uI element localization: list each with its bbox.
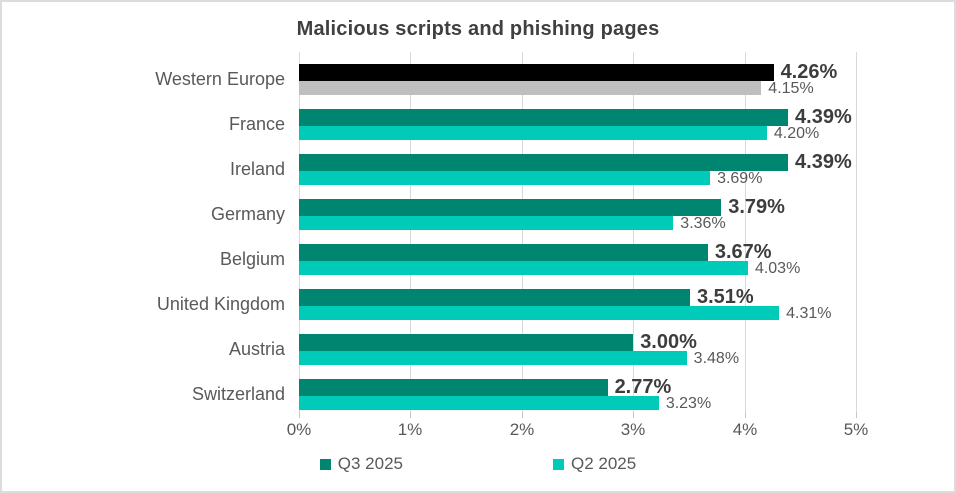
bar-line: 4.26% xyxy=(299,60,856,83)
value-label: 4.31% xyxy=(786,305,832,322)
gridline xyxy=(299,52,300,412)
category-label: Western Europe xyxy=(155,69,285,89)
bar-line: 2.77% xyxy=(299,375,856,398)
bar-q2-2025 xyxy=(299,126,767,140)
axis-tick xyxy=(745,412,746,418)
category-labels: Western Europe France Ireland Germany Belgiu… xyxy=(2,52,285,412)
bar-q3-2025 xyxy=(299,109,789,126)
bar-group: 3.00% 3.48% xyxy=(299,322,856,367)
plot-area: 4.26% 4.15% 4.39% 4.20% 4.39% 3.69% 3.79% 3.36%… xyxy=(299,52,857,418)
legend: Q3 2025 Q2 2025 xyxy=(2,454,954,474)
bar-q2-2025 xyxy=(299,171,711,185)
value-label: 3.51% xyxy=(697,285,754,308)
bar-line: 3.48% xyxy=(299,350,856,367)
legend-item-q2-2025: Q2 2025 xyxy=(553,454,636,474)
bar-q2-2025 xyxy=(299,216,674,230)
axis-tick xyxy=(856,412,857,418)
x-axis: 0% 1% 2% 3% 4% 5% xyxy=(2,420,954,444)
x-axis-tick-label: 2% xyxy=(509,420,535,439)
bar-line: 4.31% xyxy=(299,305,856,322)
bar-group: 3.51% 4.31% xyxy=(299,277,856,322)
bar-line: 4.20% xyxy=(299,125,856,142)
bar-line: 3.79% xyxy=(299,195,856,218)
axis-tick xyxy=(410,412,411,418)
bar-q3-2025 xyxy=(299,244,708,261)
x-axis-tick-label: 4% xyxy=(732,420,758,439)
category-label: Belgium xyxy=(219,249,285,269)
value-label: 4.26% xyxy=(780,60,838,83)
value-label: 2.77% xyxy=(614,375,672,398)
category-label: Germany xyxy=(210,204,285,224)
category-label: Switzerland xyxy=(191,384,285,404)
legend-label-q3-2025: Q3 2025 xyxy=(337,454,403,473)
bar-line: 3.36% xyxy=(299,215,856,232)
value-label: 4.39% xyxy=(795,105,852,128)
gridline xyxy=(745,52,746,412)
bar-group: 3.79% 3.36% xyxy=(299,187,856,232)
bar-q3-2025 xyxy=(299,64,774,81)
bar-q3-2025 xyxy=(299,379,608,396)
bar-line: 4.15% xyxy=(299,80,856,97)
value-label: 3.00% xyxy=(640,330,697,353)
bar-q2-2025 xyxy=(299,351,687,365)
bar-line: 3.23% xyxy=(299,395,856,412)
value-label: 4.03% xyxy=(754,260,801,277)
category-label: Ireland xyxy=(229,159,285,179)
bar-group: 4.26% 4.15% xyxy=(299,52,856,97)
axis-tick xyxy=(633,412,634,418)
value-label: 3.69% xyxy=(717,170,763,187)
category-label: Austria xyxy=(228,339,285,359)
bar-q3-2025 xyxy=(299,199,722,216)
legend-label-q2-2025: Q2 2025 xyxy=(571,454,637,473)
gridline xyxy=(410,52,411,412)
gridline xyxy=(633,52,634,412)
bar-line: 3.00% xyxy=(299,330,856,353)
axis-tick xyxy=(522,412,523,418)
bar-q3-2025 xyxy=(299,289,690,306)
bar-line: 4.03% xyxy=(299,260,856,277)
bar-line: 3.67% xyxy=(299,240,856,263)
value-label: 4.15% xyxy=(768,80,814,97)
bar-group: 2.77% 3.23% xyxy=(299,367,856,412)
value-label: 3.48% xyxy=(693,350,740,367)
x-axis-tick-label: 0% xyxy=(286,420,312,439)
gridline xyxy=(522,52,523,412)
value-label: 3.67% xyxy=(714,240,772,263)
value-label: 3.79% xyxy=(728,195,785,218)
bar-group: 3.67% 4.03% xyxy=(299,232,856,277)
bar-line: 3.69% xyxy=(299,170,856,187)
value-label: 3.36% xyxy=(680,215,726,232)
legend-swatch-q3-2025-icon xyxy=(319,458,331,470)
bar-q2-2025 xyxy=(299,261,748,275)
bar-group: 4.39% 4.20% xyxy=(299,97,856,142)
chart-title: Malicious scripts and phishing pages xyxy=(296,18,660,40)
value-label: 4.20% xyxy=(773,125,820,142)
bar-q3-2025 xyxy=(299,154,789,171)
bar-line: 4.39% xyxy=(299,105,856,128)
bar-line: 4.39% xyxy=(299,150,856,173)
bar-group: 4.39% 3.69% xyxy=(299,142,856,187)
legend-swatch-q2-2025-icon xyxy=(553,458,564,470)
category-label: United Kingdom xyxy=(156,294,285,314)
bar-q3-2025 xyxy=(299,334,634,351)
axis-tick xyxy=(299,412,300,418)
bar-line: 3.51% xyxy=(299,285,856,308)
bar-q2-2025 xyxy=(299,396,659,410)
legend-item-q3-2025: Q3 2025 xyxy=(319,454,403,474)
value-label: 4.39% xyxy=(795,150,852,173)
x-axis-tick-label: 3% xyxy=(620,420,646,439)
value-label: 3.23% xyxy=(665,395,712,412)
gridline xyxy=(856,52,857,412)
x-axis-tick-label: 5% xyxy=(843,420,869,439)
category-label: France xyxy=(228,114,285,134)
x-axis-tick-label: 1% xyxy=(397,420,423,439)
bar-q2-2025 xyxy=(299,306,780,320)
bar-q2-2025 xyxy=(299,81,762,95)
